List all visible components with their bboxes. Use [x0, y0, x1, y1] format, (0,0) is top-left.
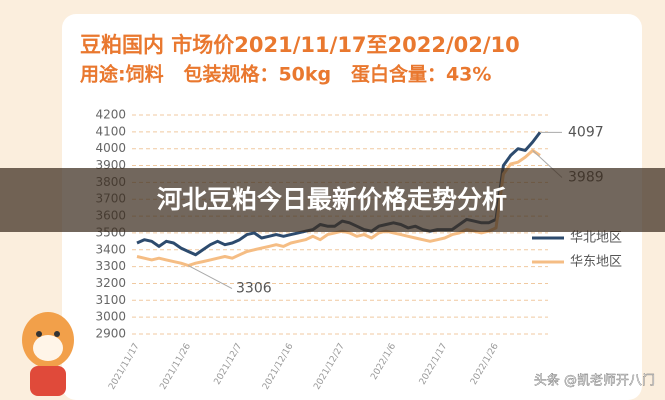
banner-title: 河北豆粕今日最新价格走势分析 — [157, 185, 507, 214]
y-tick-label: 3200 — [95, 276, 126, 290]
legend-label: 华东地区 — [570, 255, 622, 270]
y-tick-label: 4000 — [95, 141, 126, 155]
y-tick-label: 4200 — [95, 108, 126, 122]
tiger — [22, 312, 74, 396]
data-label: 4097 — [568, 124, 604, 140]
y-tick-label: 3300 — [95, 259, 126, 273]
banner-band — [0, 168, 665, 232]
watermark: 头条 @凯老师开八门 — [534, 373, 655, 389]
y-tick-label: 3400 — [95, 242, 126, 256]
y-tick-label: 3100 — [95, 293, 126, 307]
label-leader — [188, 265, 233, 290]
data-label: 3306 — [236, 281, 272, 297]
y-tick-label: 2900 — [95, 327, 126, 341]
y-tick-label: 4100 — [95, 124, 126, 138]
chart-title: 豆粕国内 市场价2021/11/17至2022/02/10 — [80, 33, 520, 57]
legend-label: 华北地区 — [570, 231, 622, 246]
y-tick-label: 3000 — [95, 310, 126, 324]
chart-subtitle: 用途:饲料 包装规格：50kg 蛋白含量：43% — [80, 63, 491, 86]
